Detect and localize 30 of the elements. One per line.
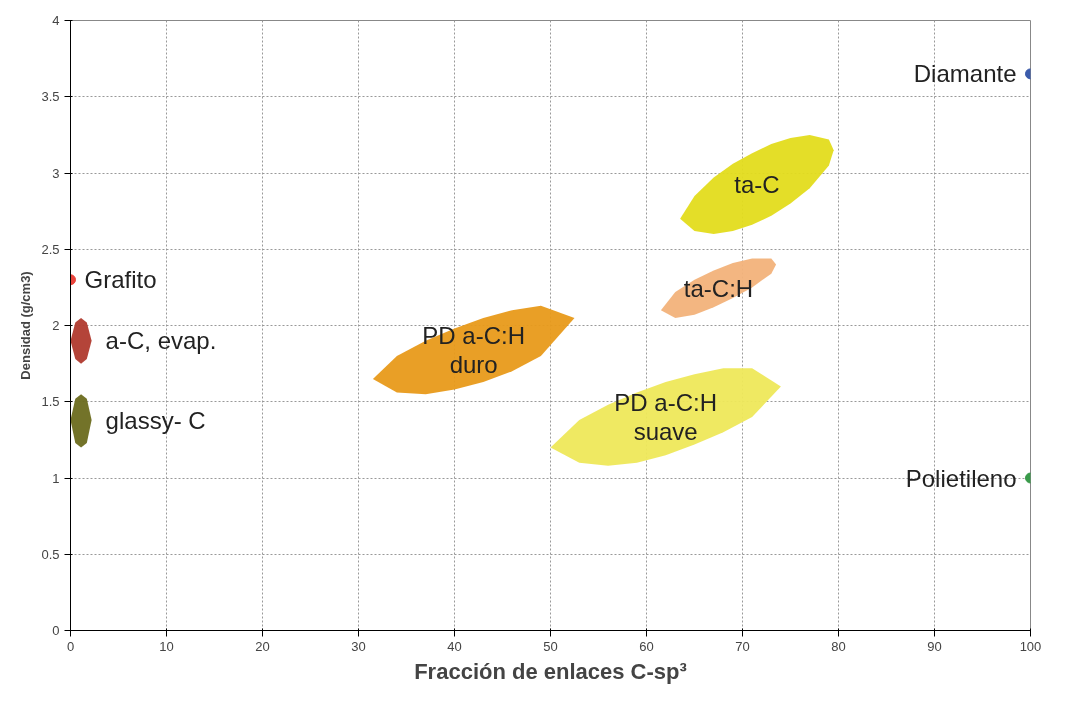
y-tick-label: 2.5 xyxy=(41,241,60,257)
series-label: Grafito xyxy=(84,266,157,294)
x-axis-title: Fracción de enlaces C-sp³ xyxy=(414,658,687,684)
y-tick-label: 0 xyxy=(52,623,60,638)
x-tick-label: 50 xyxy=(543,638,558,654)
y-tick-label: 3 xyxy=(52,165,60,181)
y-tick-label: 4 xyxy=(52,13,60,28)
series-label: PD a-C:H suave xyxy=(614,388,718,446)
x-tick-label: 10 xyxy=(159,638,174,654)
y-tick-label: 0.5 xyxy=(41,546,60,562)
series-label: Polietileno xyxy=(905,464,1017,492)
series-label: Diamante xyxy=(913,60,1017,88)
x-tick-label: 70 xyxy=(735,638,750,654)
series-label: ta-C xyxy=(734,170,780,198)
y-axis-title: Densidad (g/cm3) xyxy=(18,271,34,380)
y-tick-label: 1 xyxy=(52,470,60,486)
series-label: ta-C:H xyxy=(683,274,754,302)
x-tick-label: 20 xyxy=(255,638,270,654)
x-tick-label: 80 xyxy=(831,638,846,654)
series-label: glassy- C xyxy=(105,407,206,435)
x-tick-label: 100 xyxy=(1019,638,1042,654)
x-tick-label: 0 xyxy=(66,638,75,654)
x-tick-label: 90 xyxy=(927,638,942,654)
x-tick-label: 30 xyxy=(351,638,366,654)
x-tick-label: 40 xyxy=(447,638,462,654)
series-label: a-C, evap. xyxy=(105,327,217,355)
y-tick-label: 2 xyxy=(52,318,60,333)
x-tick-label: 60 xyxy=(639,638,654,654)
y-tick-label: 3.5 xyxy=(41,89,60,105)
y-tick-label: 1.5 xyxy=(41,394,60,410)
